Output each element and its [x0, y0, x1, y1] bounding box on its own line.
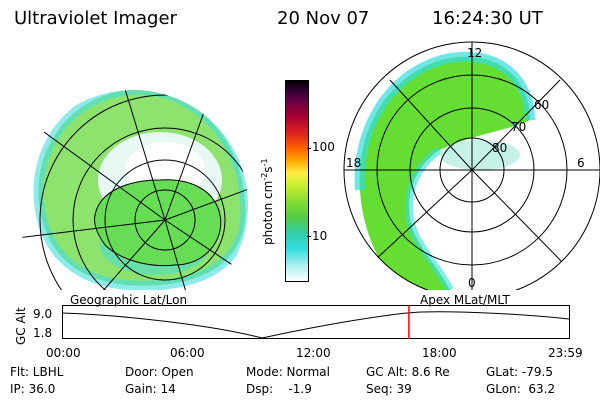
orbit-plot-frame	[62, 305, 570, 339]
status-glat: GLat: -79.5	[486, 365, 553, 379]
instrument-title: Ultraviolet Imager	[14, 8, 177, 29]
observation-time: 16:24:30 UT	[432, 8, 543, 29]
colorbar-tick-mark-10	[307, 236, 311, 237]
orbit-y-top: 9.0	[33, 307, 53, 321]
status-gain: Gain: 14	[125, 382, 176, 396]
orbit-y-label: GC Alt	[14, 307, 28, 345]
orbit-altitude-curve	[62, 311, 570, 339]
colorbar-tick-10: 10	[312, 229, 328, 243]
orbit-x-tick-0: 00:00	[46, 346, 81, 360]
orbit-x-tick-4: 23:59	[548, 346, 583, 360]
status-glon: GLon: 63.2	[486, 382, 556, 396]
magnetic-map	[343, 41, 600, 290]
colorbar-tick-mark-100	[307, 148, 311, 149]
colorbar-tick-100: 100	[312, 140, 335, 154]
status-mode: Mode: Normal	[246, 365, 330, 379]
status-gc-alt: GC Alt: 8.6 Re	[366, 365, 450, 379]
status-door: Door: Open	[125, 365, 194, 379]
mlat-label-80: 80	[492, 141, 508, 155]
mlat-label-70: 70	[511, 120, 527, 134]
status-dsp: Dsp: -1.9	[246, 382, 312, 396]
orbit-y-bottom: 1.8	[33, 326, 53, 340]
mlt-label-12: 12	[467, 46, 483, 60]
colorbar	[285, 80, 309, 282]
observation-date: 20 Nov 07	[277, 8, 370, 29]
mlt-label-6: 6	[577, 156, 585, 170]
mlt-label-18: 18	[346, 156, 362, 170]
left-map-label: Geographic Lat/Lon	[70, 293, 188, 307]
colorbar-unit-label: photon cm-2s-1	[260, 158, 275, 245]
orbit-x-tick-1: 06:00	[170, 346, 205, 360]
mlat-label-60: 60	[534, 98, 550, 112]
status-filter: Flt: LBHL	[10, 365, 64, 379]
mlt-label-0: 0	[468, 276, 476, 290]
orbit-x-tick-3: 18:00	[422, 346, 457, 360]
status-seq: Seq: 39	[366, 382, 412, 396]
geographic-map	[18, 90, 248, 290]
orbit-altitude-plot	[62, 305, 570, 339]
right-map-label: Apex MLat/MLT	[420, 293, 510, 307]
orbit-x-tick-2: 12:00	[296, 346, 331, 360]
status-ip: IP: 36.0	[10, 382, 56, 396]
